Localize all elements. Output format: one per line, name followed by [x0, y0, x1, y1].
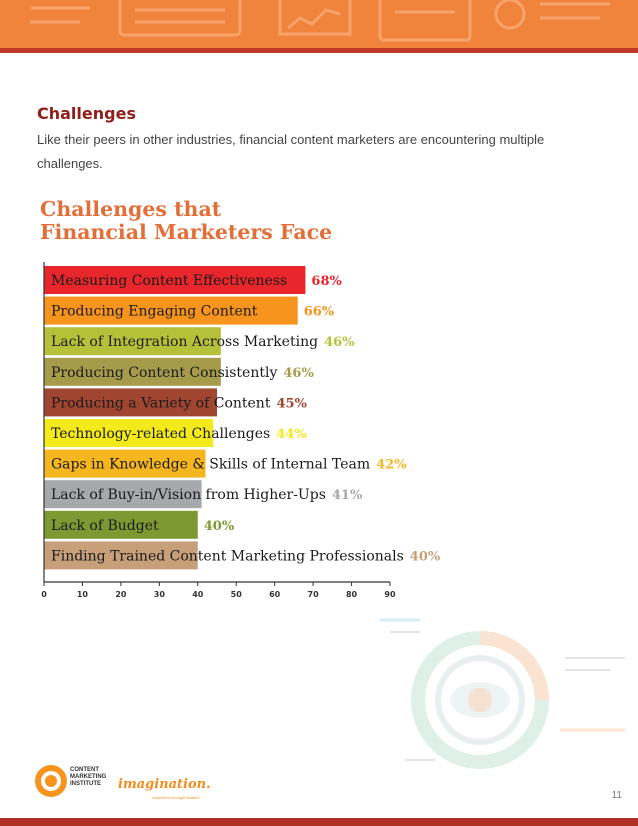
value-label-5: 45% [276, 396, 307, 411]
value-label-1: 68% [311, 274, 342, 289]
cmi-line-1: CONTENT [70, 767, 99, 773]
bar-3 [44, 327, 221, 356]
value-label-4: 46% [283, 366, 314, 381]
value-label-9: 40% [204, 519, 235, 534]
bar-10 [44, 541, 198, 570]
x-tick-label-80: 80 [346, 590, 358, 599]
x-tick-label-30: 30 [154, 590, 166, 599]
x-tick-label-40: 40 [192, 590, 204, 599]
x-tick-label-70: 70 [308, 590, 320, 599]
bar-7 [44, 449, 206, 478]
bar-4 [44, 357, 221, 386]
bar-label-1: Measuring Content Effectiveness [51, 273, 287, 289]
chart-title: Challenges that Financial Marketers Face [40, 198, 332, 244]
bar-8 [44, 480, 202, 509]
cmi-logo-text: CONTENT MARKETING INSTITUTE [70, 767, 106, 788]
footer-accent-strip [0, 818, 638, 826]
value-label-2: 66% [304, 305, 335, 320]
value-label-3: 46% [324, 335, 355, 350]
x-tick-label-90: 90 [384, 590, 396, 599]
cmi-line-3: INSTITUTE [70, 781, 101, 787]
value-label-10: 40% [410, 549, 441, 564]
bar-label-7: Gaps in Knowledge & Skills of Internal T… [51, 457, 370, 473]
value-label-6: 44% [276, 427, 307, 442]
bar-label-4: Producing Content Consistently [51, 365, 277, 381]
cmi-logo-icon [35, 765, 67, 797]
eye-dollar-illustration [380, 618, 625, 769]
x-tick-label-60: 60 [269, 590, 281, 599]
bar-label-2: Producing Engaging Content [51, 304, 258, 320]
bar-9 [44, 510, 198, 539]
value-label-7: 42% [376, 458, 407, 473]
banner-accent-strip [0, 48, 638, 53]
bar-label-5: Producing a Variety of Content [51, 395, 271, 411]
imagination-tagline: content for thought leaders [152, 795, 200, 800]
page-number: 11 [611, 790, 622, 801]
chart-title-line-1: Challenges that [40, 197, 222, 221]
bar-label-9: Lack of Budget [51, 518, 159, 534]
bar-6 [44, 419, 214, 447]
bar-label-8: Lack of Buy-in/Vision from Higher-Ups [51, 487, 326, 503]
bar-1 [44, 266, 306, 294]
bar-label-6: Technology-related Challenges [51, 426, 270, 442]
bar-2 [44, 296, 298, 325]
bar-5 [44, 388, 217, 417]
bar-label-3: Lack of Integration Across Marketing [51, 334, 318, 350]
x-tick-label-50: 50 [231, 590, 243, 599]
x-tick-label-10: 10 [77, 590, 89, 599]
bar-label-10: Finding Trained Content Marketing Profes… [51, 548, 404, 564]
chart-title-line-2: Financial Marketers Face [40, 220, 333, 244]
x-tick-label-20: 20 [115, 590, 127, 599]
banner-illustration [30, 0, 610, 42]
header-banner [0, 0, 638, 48]
cmi-line-2: MARKETING [70, 774, 107, 780]
section-title: Challenges [37, 104, 136, 123]
section-intro: Like their peers in other industries, fi… [37, 132, 545, 171]
x-tick-label-0: 0 [41, 590, 47, 599]
value-label-8: 41% [332, 488, 363, 503]
imagination-logo: imagination. [118, 777, 211, 792]
